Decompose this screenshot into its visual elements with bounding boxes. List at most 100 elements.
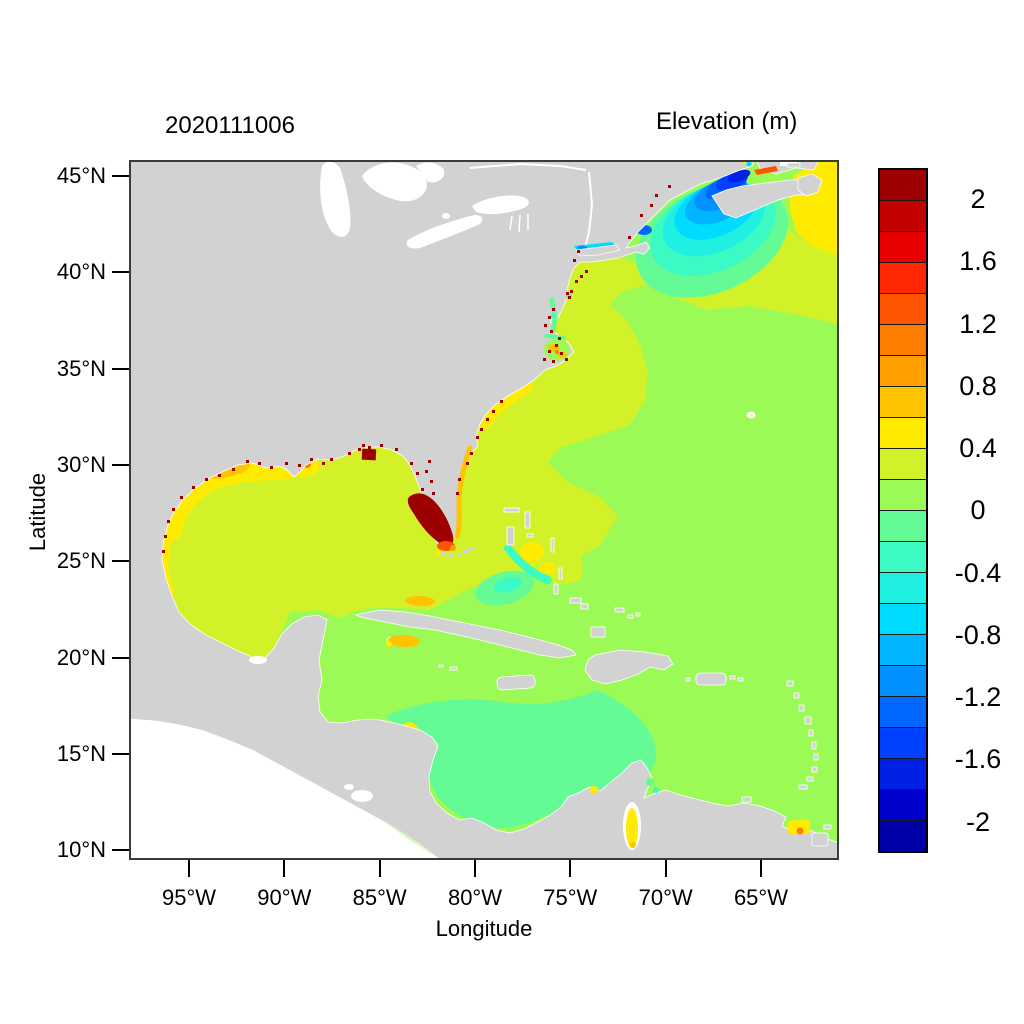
land-cape-breton (797, 173, 823, 197)
paria-yellow (787, 819, 811, 835)
colorbar-segment--1.6--1.4 (880, 727, 926, 758)
colorbar-tick-label: 0.4 (959, 433, 997, 464)
y-tick-label: 45°N (56, 163, 106, 188)
chesapeake-bay-water (549, 297, 558, 335)
lake-managua (344, 784, 354, 790)
land-cuba (354, 609, 577, 659)
gulf-venezuela-turquoise-dot (653, 787, 659, 793)
cayman-islands (438, 664, 458, 671)
maracaibo-amber-dot (630, 842, 636, 848)
maracaibo-yellow (626, 808, 638, 848)
lake-champlain-hudson (583, 171, 594, 253)
field-bahama-yellow-1 (520, 542, 544, 562)
x-tick-mark (759, 860, 762, 877)
field-cuba-ne-turquoise (494, 577, 522, 593)
lake-ontario (472, 195, 529, 215)
y-tick-label: 40°N (56, 259, 106, 285)
land-hispaniola (584, 649, 674, 685)
y-tick-label: 15°N (56, 740, 106, 766)
colorbar-segment-1.6-1.8 (880, 231, 926, 262)
colorbar-segment-1.2-1.4 (880, 293, 926, 324)
y-tick-mark (112, 271, 129, 274)
colorbar-tick-label: -0.4 (954, 557, 1002, 588)
x-axis-title: Longitude (435, 916, 533, 941)
datetime-title: 2020111006 (165, 112, 295, 139)
y-tick-mark (112, 560, 129, 563)
colorbar-tick-label: 0.8 (959, 370, 997, 401)
land-pei (786, 162, 801, 168)
y-tick-label: 30°N (56, 451, 106, 477)
x-tick-label: 85°W (352, 885, 407, 910)
y-tick-label: 20°N (56, 644, 106, 670)
y-tick-mark (112, 175, 129, 177)
fundy-cyan-dot (746, 161, 752, 167)
bermuda (746, 411, 756, 419)
colorbar-segment--2.2--2 (880, 820, 926, 851)
lake-huron (362, 162, 427, 202)
x-tick-label: 90°W (257, 885, 312, 910)
y-tick-mark (112, 849, 129, 852)
colorbar-segment--2--1.8 (880, 789, 926, 820)
colorbar-segment-0.6-0.8 (880, 386, 926, 417)
colorbar-tick-label: -1.2 (954, 682, 1002, 713)
colorbar-tick-label: 1.6 (959, 246, 997, 277)
colorbar-segment--1--0.8 (880, 634, 926, 665)
colorbar-segment--0.6--0.4 (880, 572, 926, 603)
florida-amber-dot (450, 545, 456, 551)
colorbar-tick-label: -0.8 (954, 619, 1002, 650)
colorbar-segment-0-0.2 (880, 479, 926, 510)
land-tobago (823, 824, 832, 830)
colorbar (878, 168, 928, 853)
colorbar-segment-0.4-0.6 (880, 417, 926, 448)
paria-orange-dot (796, 827, 804, 835)
x-tick-label: 75°W (543, 885, 598, 910)
colorbar-segment--0.2-0 (880, 510, 926, 541)
cuba-south-amber (388, 634, 420, 648)
land-puerto-rico (695, 672, 727, 686)
lesser-antilles-arc (685, 675, 819, 790)
x-tick-label: 80°W (447, 885, 502, 910)
lake-erie (406, 215, 483, 249)
x-tick-label: 95°W (161, 885, 217, 910)
colorbar-tick-label: 2 (970, 184, 986, 214)
y-tick-label: 35°N (56, 355, 106, 381)
outside-domain-white (129, 705, 442, 860)
field-nwgulf-yellow-band (163, 458, 319, 541)
albemarle-water (544, 334, 566, 340)
y-tick-mark (112, 752, 129, 755)
florida-east-amber-band (454, 445, 473, 539)
map-plot (129, 160, 839, 860)
land-margarita (741, 796, 752, 803)
x-tick-mark (664, 860, 667, 877)
florida-yellow-dot (435, 550, 441, 556)
colorbar-segment-0.2-0.4 (880, 448, 926, 479)
field-scotian-band-02-04 (670, 230, 839, 325)
land-trinidad (811, 832, 829, 847)
ring-fundy-core (727, 169, 751, 183)
lake-michigan (320, 161, 351, 237)
x-tick-label: 70°W (638, 885, 693, 910)
colorbar-segment-1.8-2 (880, 200, 926, 231)
x-tick-label: 65°W (733, 885, 788, 910)
cuba-north-amber (405, 595, 435, 607)
colorbar-segment--1.2--1 (880, 665, 926, 696)
x-tick-mark (569, 860, 572, 877)
barranquilla-yellow-dot (590, 786, 598, 794)
colorbar-segment--1.4--1.2 (880, 696, 926, 727)
x-tick-mark (188, 860, 190, 877)
colorbar-segment--0.8--0.6 (880, 603, 926, 634)
x-tick-mark (378, 860, 381, 877)
land-jamaica (496, 674, 536, 691)
colorbar-segment-1.4-1.6 (880, 262, 926, 293)
surge-speckles (162, 185, 671, 553)
colorbar-tick-label: -2 (965, 806, 990, 837)
colorbar-segment-1-1.2 (880, 324, 926, 355)
colorbar-segment-2-2.2 (880, 170, 926, 200)
bahamas-islets (503, 507, 641, 638)
colorbar-tick-label: 0 (970, 495, 986, 526)
colorbar-title: Elevation (m) (656, 108, 798, 135)
georgian-bay (416, 162, 445, 183)
river-st-lawrence (469, 162, 587, 171)
y-tick-mark (112, 656, 129, 659)
